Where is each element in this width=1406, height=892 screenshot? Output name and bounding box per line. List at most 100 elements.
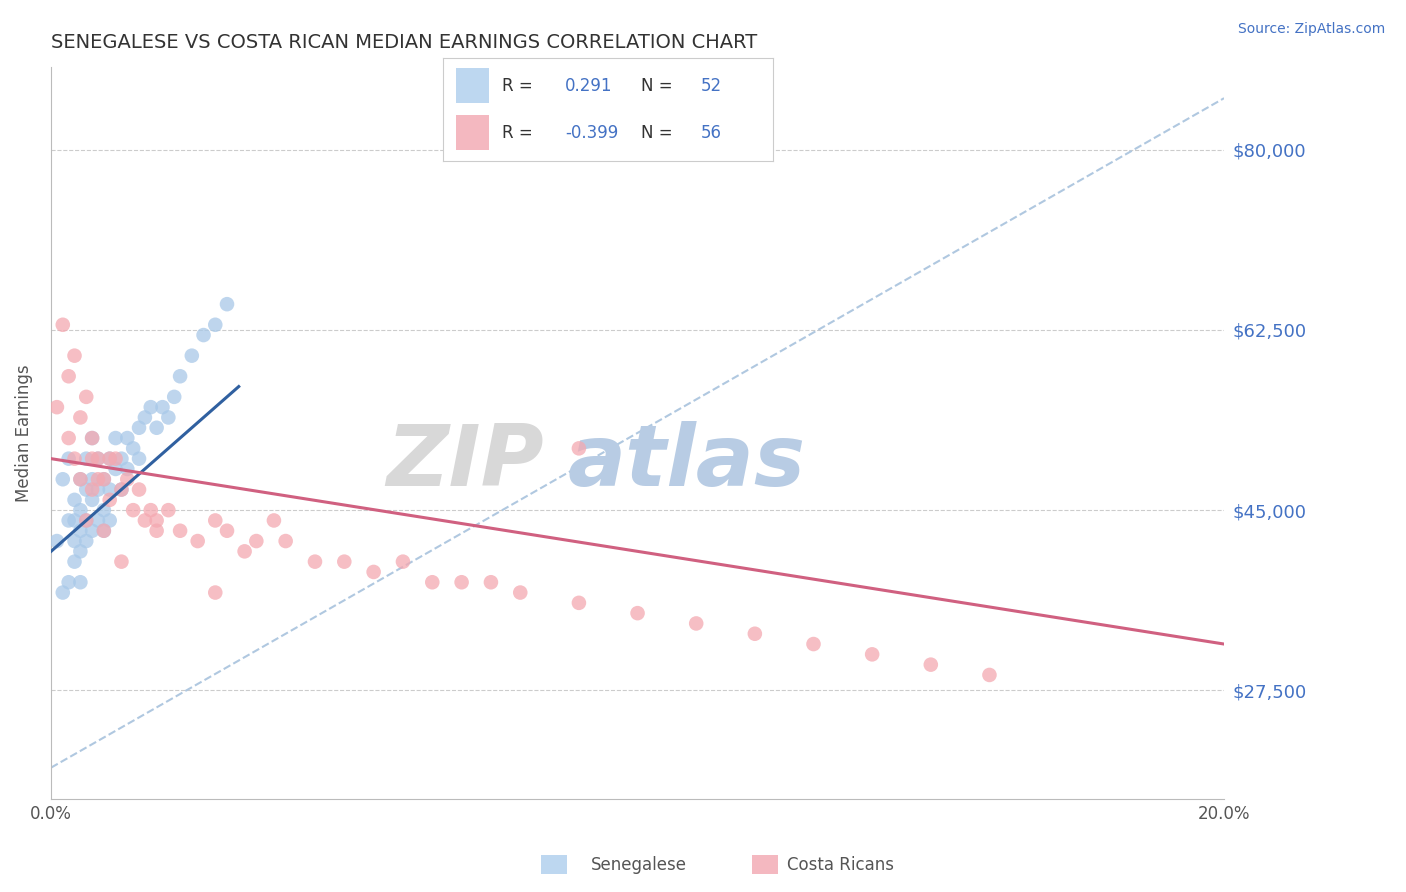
Point xyxy=(744,626,766,640)
Point xyxy=(245,534,267,549)
Text: 0.291: 0.291 xyxy=(565,77,613,95)
Text: -0.399: -0.399 xyxy=(565,124,619,142)
Point xyxy=(110,483,132,497)
Point xyxy=(75,513,97,527)
Point xyxy=(117,472,139,486)
Point xyxy=(304,555,326,569)
Point xyxy=(803,637,825,651)
Point xyxy=(63,513,86,527)
Point xyxy=(63,492,86,507)
FancyBboxPatch shape xyxy=(456,115,489,150)
Point xyxy=(87,451,110,466)
Point xyxy=(98,492,121,507)
Point xyxy=(75,513,97,527)
Point xyxy=(169,524,191,538)
Point xyxy=(93,472,115,486)
Point xyxy=(215,297,238,311)
Point xyxy=(128,421,150,435)
Point xyxy=(479,575,502,590)
Text: Source: ZipAtlas.com: Source: ZipAtlas.com xyxy=(1237,22,1385,37)
Point xyxy=(128,451,150,466)
Point xyxy=(58,369,80,384)
Text: N =: N = xyxy=(641,124,672,142)
Point xyxy=(363,565,385,579)
Point xyxy=(233,544,256,558)
Point xyxy=(93,524,115,538)
Point xyxy=(215,524,238,538)
Point xyxy=(82,472,104,486)
Point xyxy=(204,585,226,599)
Point xyxy=(568,596,591,610)
Point xyxy=(98,483,121,497)
Point xyxy=(204,318,226,332)
Point xyxy=(110,483,132,497)
Point xyxy=(392,555,415,569)
Point xyxy=(82,483,104,497)
Point xyxy=(69,472,91,486)
Point xyxy=(193,328,215,343)
Point xyxy=(187,534,209,549)
Point xyxy=(685,616,707,631)
Point xyxy=(157,503,180,517)
Point xyxy=(104,451,127,466)
Point xyxy=(626,606,648,620)
Point xyxy=(163,390,186,404)
Point xyxy=(117,431,139,445)
Point xyxy=(98,451,121,466)
Point xyxy=(104,462,127,476)
Point xyxy=(122,442,145,456)
Point xyxy=(134,410,156,425)
Point xyxy=(169,369,191,384)
Point xyxy=(87,513,110,527)
Point xyxy=(122,503,145,517)
Point xyxy=(87,472,110,486)
Text: Senegalese: Senegalese xyxy=(591,856,686,874)
Point xyxy=(145,524,167,538)
Point xyxy=(82,524,104,538)
Point xyxy=(204,513,226,527)
Point xyxy=(69,524,91,538)
Point xyxy=(69,472,91,486)
Y-axis label: Median Earnings: Median Earnings xyxy=(15,364,32,501)
Point xyxy=(860,648,883,662)
Point xyxy=(75,534,97,549)
Point xyxy=(69,544,91,558)
Point xyxy=(58,431,80,445)
Point xyxy=(45,400,67,414)
Point xyxy=(274,534,297,549)
Point xyxy=(52,472,75,486)
Point xyxy=(139,503,162,517)
Point xyxy=(509,585,531,599)
Point xyxy=(52,585,75,599)
Point xyxy=(152,400,174,414)
Point xyxy=(58,513,80,527)
Text: 52: 52 xyxy=(700,77,721,95)
Point xyxy=(128,483,150,497)
Point xyxy=(75,390,97,404)
Point xyxy=(110,451,132,466)
Point xyxy=(420,575,443,590)
Point xyxy=(45,534,67,549)
Point xyxy=(979,668,1001,682)
Text: SENEGALESE VS COSTA RICAN MEDIAN EARNINGS CORRELATION CHART: SENEGALESE VS COSTA RICAN MEDIAN EARNING… xyxy=(51,33,758,52)
Point xyxy=(98,513,121,527)
Point xyxy=(920,657,942,672)
Text: Costa Ricans: Costa Ricans xyxy=(787,856,894,874)
Point xyxy=(263,513,285,527)
Point xyxy=(139,400,162,414)
Point xyxy=(82,492,104,507)
Point xyxy=(450,575,472,590)
Point xyxy=(69,503,91,517)
Point xyxy=(98,451,121,466)
Point xyxy=(145,513,167,527)
Point xyxy=(69,410,91,425)
Text: atlas: atlas xyxy=(567,421,806,504)
Text: 56: 56 xyxy=(700,124,721,142)
Point xyxy=(93,503,115,517)
Point xyxy=(87,483,110,497)
Point xyxy=(63,534,86,549)
Text: ZIP: ZIP xyxy=(387,421,544,504)
Point xyxy=(568,442,591,456)
Text: R =: R = xyxy=(502,77,533,95)
Point xyxy=(58,575,80,590)
